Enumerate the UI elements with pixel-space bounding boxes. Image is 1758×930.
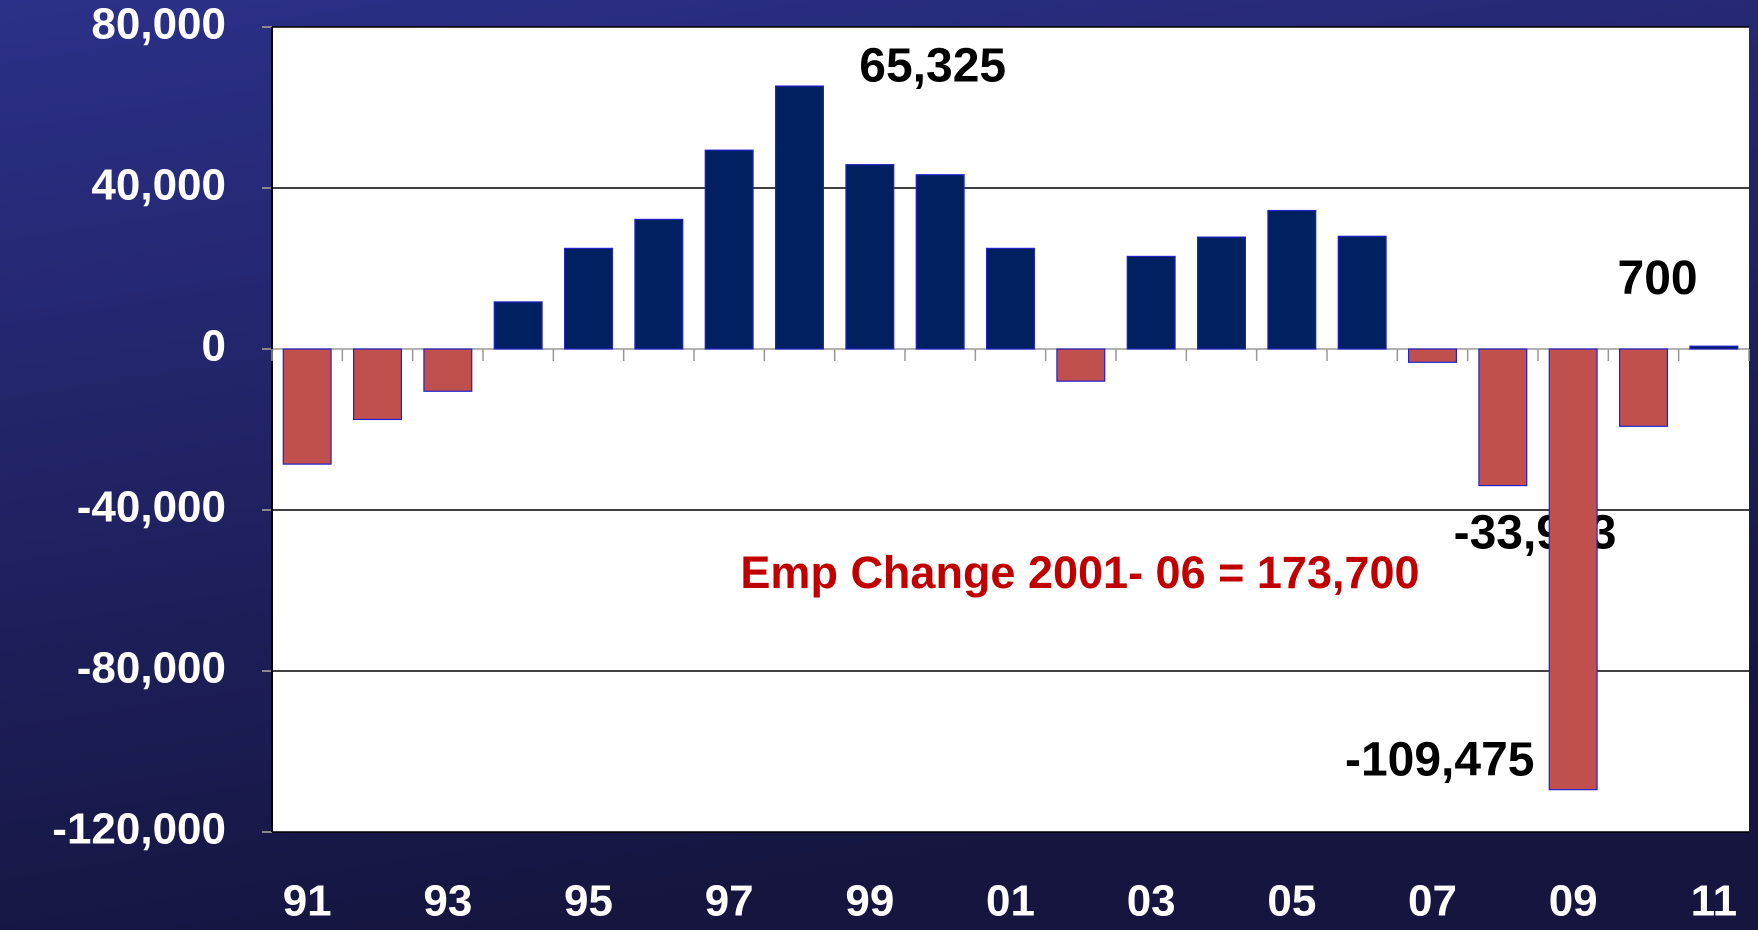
- x-tick-label: 91: [283, 877, 332, 926]
- bar: [985, 247, 1036, 350]
- bar: [563, 247, 614, 350]
- bar: [634, 218, 684, 350]
- bar: [423, 348, 473, 392]
- data-label: 700: [1618, 252, 1698, 305]
- bar: [1337, 235, 1387, 350]
- bar: [1056, 348, 1106, 382]
- x-tick-label: 95: [564, 877, 613, 926]
- bar: [845, 164, 895, 350]
- y-tick-label: 0: [202, 322, 226, 371]
- x-tick-label: 11: [1691, 877, 1738, 926]
- data-label: 65,325: [859, 40, 1006, 93]
- bar: [704, 149, 754, 350]
- bar: [1196, 236, 1247, 350]
- bar: [1689, 345, 1739, 350]
- x-tick-label: 01: [986, 877, 1035, 926]
- y-tick-label: -80,000: [77, 644, 226, 693]
- bar: [1618, 348, 1669, 427]
- bar: [493, 301, 543, 350]
- data-label: -109,475: [1345, 733, 1535, 786]
- y-tick-label: 80,000: [91, 0, 226, 49]
- x-tick-label: 99: [845, 877, 894, 926]
- y-tick-label: -40,000: [77, 483, 226, 532]
- x-tick-label: 93: [423, 877, 472, 926]
- bar: [915, 174, 965, 350]
- bar: [1267, 209, 1317, 350]
- bar: [1478, 348, 1528, 487]
- bar: [352, 348, 403, 421]
- x-tick-label: 09: [1549, 877, 1598, 926]
- annotation: Emp Change 2001- 06 = 173,700: [740, 547, 1419, 598]
- x-tick-label: 07: [1408, 877, 1457, 926]
- bar: [1548, 348, 1598, 791]
- plot-area: [272, 27, 1749, 832]
- x-tick-label: 05: [1267, 877, 1316, 926]
- bar: [774, 85, 825, 350]
- y-tick-label: -120,000: [52, 805, 226, 854]
- bar: [1407, 348, 1458, 363]
- x-tick-label: 03: [1127, 877, 1176, 926]
- bar: [1126, 255, 1176, 350]
- x-tick-label: 97: [705, 877, 754, 926]
- bar: [282, 348, 332, 465]
- y-tick-label: 40,000: [91, 161, 226, 210]
